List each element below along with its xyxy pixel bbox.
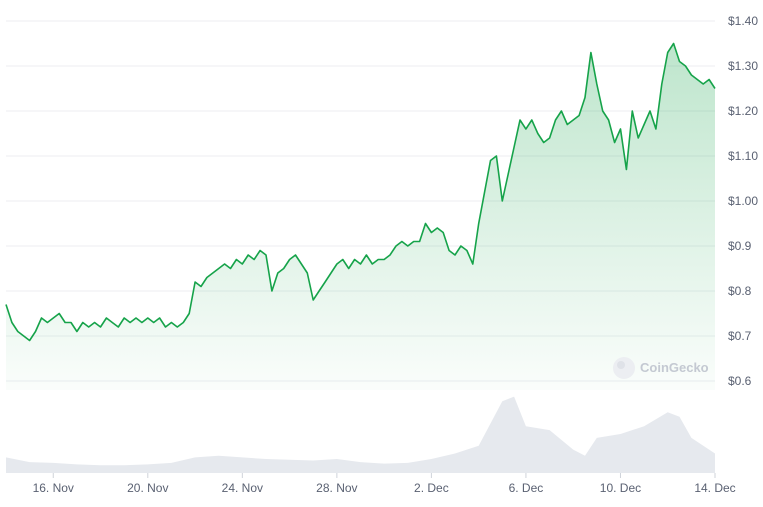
- volume-area: [6, 396, 715, 473]
- x-tick-label: 6. Dec: [509, 481, 544, 495]
- y-tick-label: $0.6: [728, 374, 752, 388]
- y-tick-label: $1.40: [728, 14, 758, 28]
- x-tick-label: 20. Nov: [127, 481, 168, 495]
- y-tick-label: $1.10: [728, 149, 758, 163]
- price-line: [5, 42, 716, 342]
- volume-shape: [6, 396, 715, 473]
- coingecko-watermark: CoinGecko: [613, 357, 709, 379]
- price-series-line: [5, 42, 716, 342]
- x-tick-label: 10. Dec: [600, 481, 641, 495]
- y-tick-label: $0.7: [728, 329, 752, 343]
- x-tick-label: 24. Nov: [222, 481, 263, 495]
- x-tick-label: 2. Dec: [414, 481, 449, 495]
- y-tick-label: $0.8: [728, 284, 752, 298]
- y-axis: $1.40 $1.30 $1.20 $1.10 $1.00 $0.9 $0.8 $0.7 $0.…: [728, 14, 758, 388]
- price-area-shape: [6, 43, 715, 390]
- x-tick-label: 16. Nov: [33, 481, 74, 495]
- gecko-logo-icon: [613, 357, 635, 379]
- x-tick-label: 14. Dec: [694, 481, 735, 495]
- y-tick-label: $1.20: [728, 104, 758, 118]
- y-tick-label: $0.9: [728, 239, 752, 253]
- x-tick-label: 28. Nov: [316, 481, 357, 495]
- y-tick-label: $1.00: [728, 194, 758, 208]
- y-tick-label: $1.30: [728, 59, 758, 73]
- watermark-text: CoinGecko: [640, 360, 709, 375]
- price-area-fill: [6, 43, 715, 390]
- x-axis: 16. Nov 20. Nov 24. Nov 28. Nov 2. Dec 6. Dec…: [33, 473, 736, 495]
